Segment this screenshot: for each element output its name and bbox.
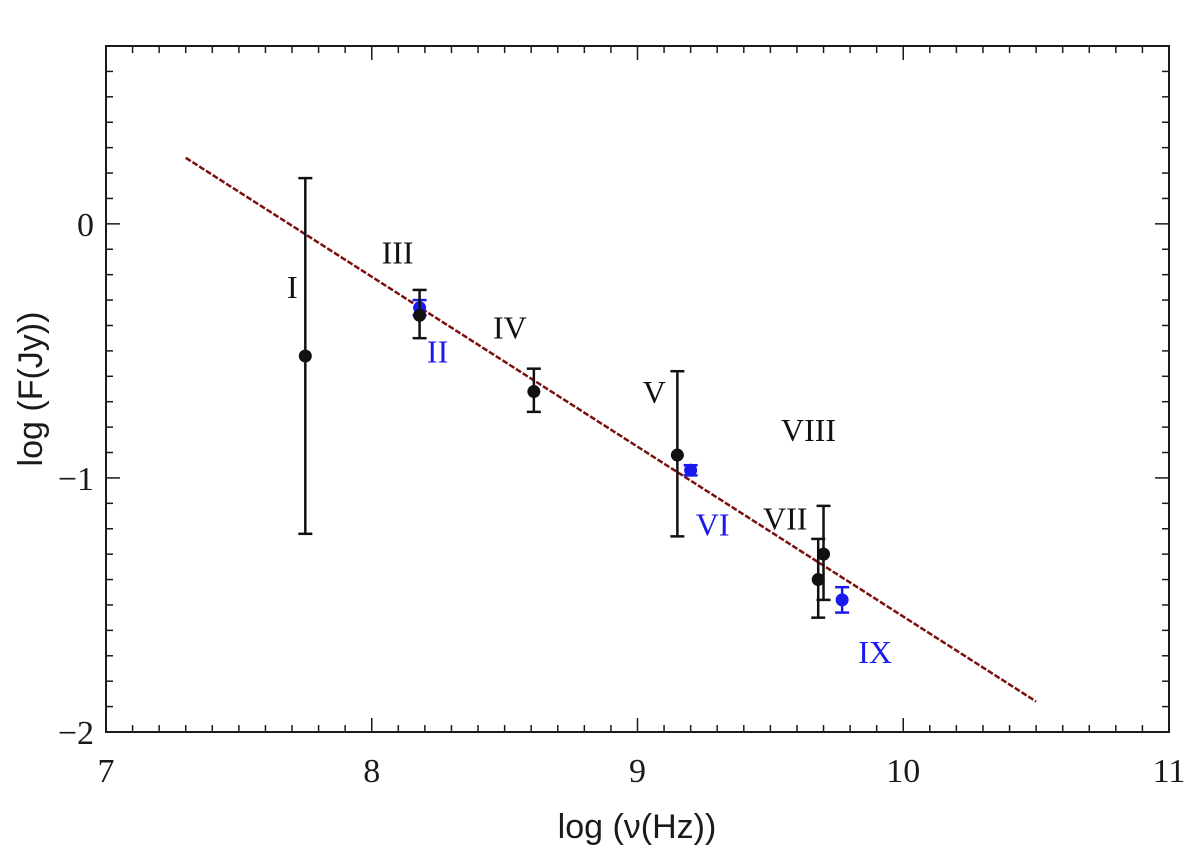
- y-tick-label: 0: [77, 207, 94, 244]
- axis-ticks: [105, 45, 1170, 733]
- plot-frame: [105, 45, 1170, 733]
- point-label: VII: [763, 501, 807, 537]
- point-label: IV: [493, 310, 527, 346]
- data-points-layer: [298, 176, 850, 619]
- data-point: [684, 463, 698, 477]
- data-point: [413, 308, 427, 322]
- y-tick-label: −2: [58, 715, 94, 752]
- data-point: [527, 385, 541, 399]
- x-tick-label: 10: [886, 753, 920, 790]
- fit-line: [185, 156, 1037, 703]
- data-point: [670, 448, 684, 462]
- point-label: VI: [696, 506, 730, 542]
- data-point: [817, 547, 831, 561]
- y-tick-label: −1: [58, 461, 94, 498]
- point-label: II: [427, 334, 448, 370]
- point-label: IX: [858, 634, 892, 670]
- x-tick-label: 8: [363, 753, 380, 790]
- y-axis-title: log (F(Jy)): [12, 312, 50, 467]
- data-point: [811, 573, 825, 587]
- data-point: [298, 349, 312, 363]
- data-point: [835, 593, 849, 607]
- point-label: V: [643, 374, 666, 410]
- x-tick-label: 7: [98, 753, 115, 790]
- x-tick-label: 9: [629, 753, 646, 790]
- fit-line-layer: [185, 156, 1037, 703]
- point-label: III: [382, 234, 414, 270]
- x-tick-label: 11: [1153, 753, 1186, 790]
- x-axis-title: log (ν(Hz)): [558, 808, 717, 846]
- point-label: I: [287, 269, 298, 305]
- point-label: VIII: [781, 412, 836, 448]
- axis-tick-labels: 7 8 9 10 11 −2 −1 0: [58, 207, 1186, 790]
